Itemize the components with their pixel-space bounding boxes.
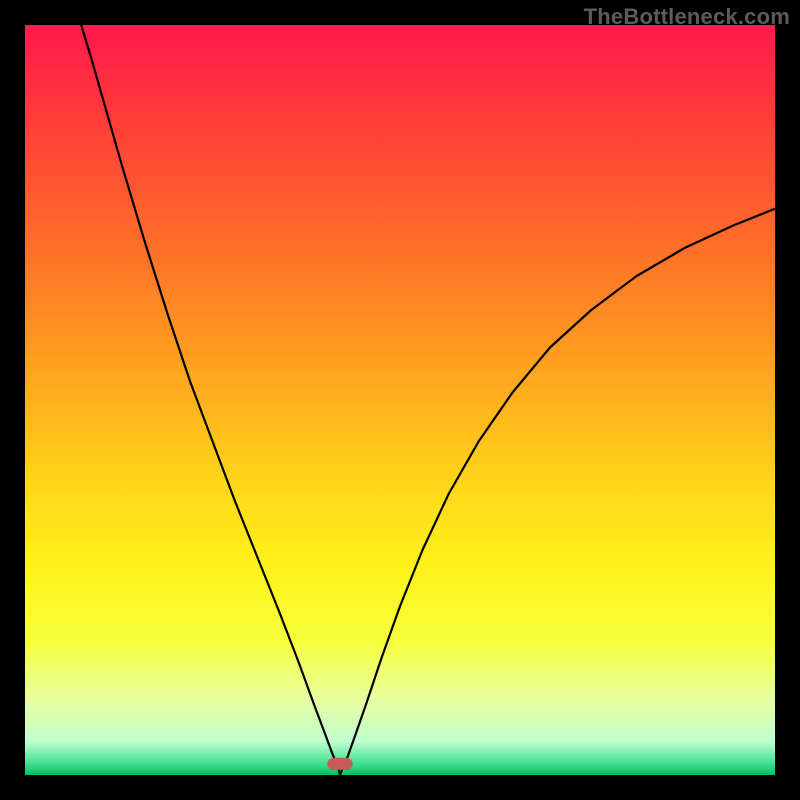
bottleneck-curve-chart — [0, 0, 800, 800]
minimum-marker — [327, 758, 353, 770]
plot-background — [25, 25, 775, 775]
watermark-text: TheBottleneck.com — [584, 4, 790, 30]
chart-container: TheBottleneck.com — [0, 0, 800, 800]
